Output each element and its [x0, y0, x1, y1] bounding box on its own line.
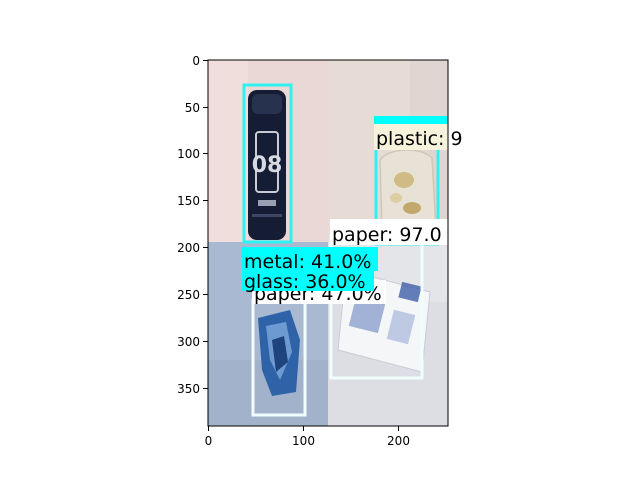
label-bg-glass: [242, 269, 374, 291]
x-tick-0: 0: [205, 434, 213, 448]
x-tick-100: 100: [292, 434, 315, 448]
y-tick-200: 200: [177, 241, 200, 255]
label-bg-paper-97: [330, 219, 448, 245]
label-paper-97: paper: 97.0: [332, 224, 442, 246]
y-axis: 0 50 100 150 200 250 300 350: [177, 54, 208, 396]
label-bg-plastic: [374, 116, 448, 124]
y-tick-50: 50: [185, 101, 200, 115]
x-tick-200: 200: [387, 434, 410, 448]
label-plastic: plastic: 9: [376, 128, 463, 150]
axes-frame: [207, 59, 449, 427]
can-object: 08: [248, 90, 286, 240]
y-tick-300: 300: [177, 335, 200, 349]
bbox-metal: [242, 83, 293, 244]
svg-text:08: 08: [252, 153, 283, 178]
label-metal: metal: 41.0%: [244, 251, 371, 273]
label-bg-metal: [242, 247, 378, 271]
y-tick-0: 0: [192, 54, 200, 68]
y-tick-150: 150: [177, 194, 200, 208]
label-bg-plastic-text: [374, 124, 448, 150]
photo-collage: 08: [208, 60, 448, 426]
y-tick-100: 100: [177, 147, 200, 161]
detection-labels: plastic: 9 paper: 97.0 paper: 47.0% meta…: [242, 116, 463, 305]
y-tick-350: 350: [177, 382, 200, 396]
y-tick-250: 250: [177, 288, 200, 302]
wrapper-object: [258, 310, 300, 396]
x-axis: 0 100 200: [205, 426, 410, 448]
label-glass: glass: 36.0%: [244, 271, 366, 293]
